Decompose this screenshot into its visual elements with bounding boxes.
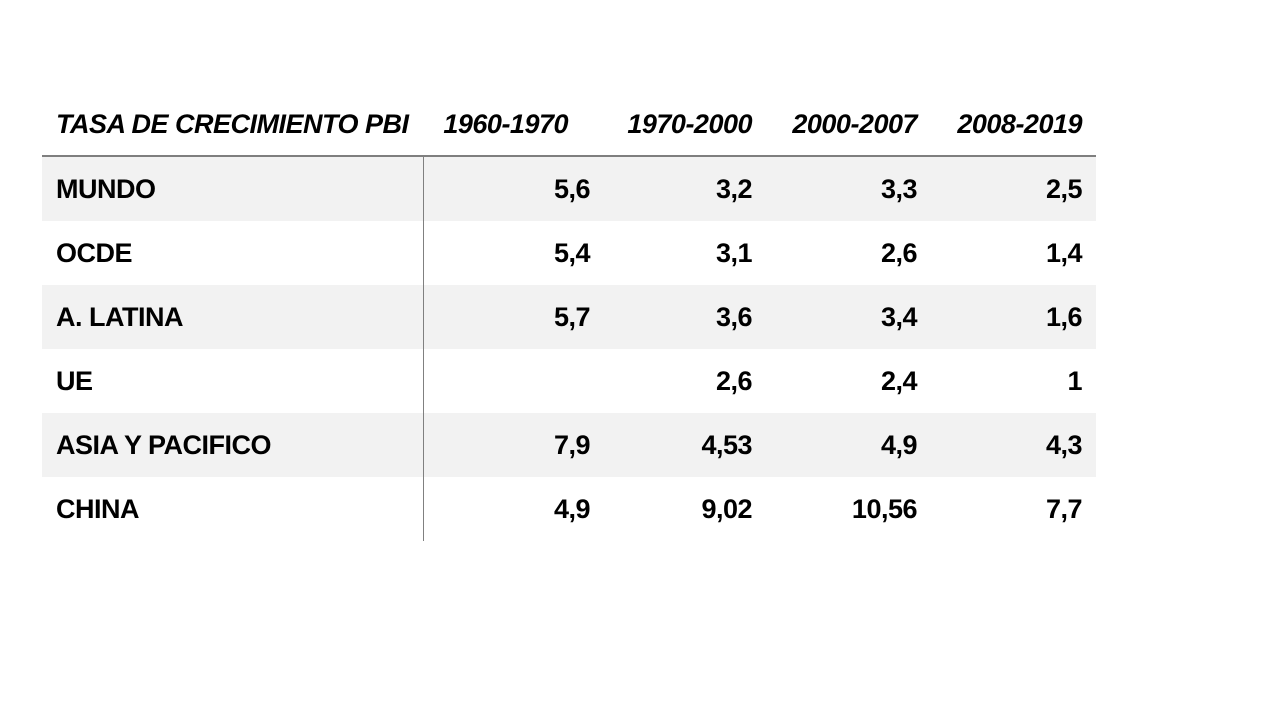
table-header: TASA DE CRECIMIENTO PBI 1960-1970 1970-2… [42, 93, 1096, 156]
table-row-ue: UE 2,6 2,4 1 [42, 349, 1096, 413]
row-label: CHINA [56, 493, 140, 524]
data-cell: 10,56 [851, 493, 918, 524]
table-row-a-latina: A. LATINA 5,7 3,6 3,4 1,6 [42, 285, 1096, 349]
data-cell: 4,53 [701, 429, 752, 460]
data-cell: 4,9 [880, 429, 918, 460]
row-label: MUNDO [56, 173, 156, 204]
column-header-1960-1970: 1960-1970 [443, 108, 568, 139]
table-row-mundo: MUNDO 5,6 3,2 3,3 2,5 [42, 156, 1096, 221]
data-cell: 3,2 [715, 173, 753, 204]
data-cell: 7,7 [1045, 493, 1083, 524]
table-body: MUNDO 5,6 3,2 3,3 2,5 OCDE 5,4 3,1 2,6 1… [42, 156, 1096, 541]
table-row-china: CHINA 4,9 9,02 10,56 7,7 [42, 477, 1096, 541]
column-header-2000-2007: 2000-2007 [792, 108, 917, 139]
data-cell: 3,3 [880, 173, 918, 204]
data-cell: 4,9 [422, 477, 604, 541]
data-cell: 1,4 [1045, 237, 1083, 268]
row-label: A. LATINA [56, 301, 183, 332]
table-row-asia-y-pacifico: ASIA Y PACIFICO 7,9 4,53 4,9 4,3 [42, 413, 1096, 477]
data-cell: 9,02 [701, 493, 752, 524]
data-cell: 2,6 [715, 365, 753, 396]
row-label: OCDE [56, 237, 133, 268]
data-cell: 5,7 [422, 285, 604, 349]
header-row: TASA DE CRECIMIENTO PBI 1960-1970 1970-2… [42, 93, 1096, 156]
data-cell: 1,6 [1045, 301, 1083, 332]
table-title: TASA DE CRECIMIENTO PBI [56, 108, 409, 139]
data-cell-empty [422, 349, 604, 413]
data-cell: 5,4 [422, 221, 604, 285]
row-label: UE [56, 365, 93, 396]
data-cell: 7,9 [422, 413, 604, 477]
data-cell: 5,6 [422, 156, 604, 221]
gdp-growth-table: TASA DE CRECIMIENTO PBI 1960-1970 1970-2… [42, 93, 1096, 541]
data-cell: 3,4 [880, 301, 918, 332]
data-cell: 3,6 [715, 301, 753, 332]
data-cell: 2,6 [880, 237, 918, 268]
data-cell: 3,1 [715, 237, 753, 268]
data-cell: 1 [1067, 365, 1082, 396]
data-cell: 2,5 [1045, 173, 1083, 204]
column-header-1970-2000: 1970-2000 [627, 108, 752, 139]
data-cell: 4,3 [1045, 429, 1083, 460]
table-row-ocde: OCDE 5,4 3,1 2,6 1,4 [42, 221, 1096, 285]
data-cell: 2,4 [880, 365, 918, 396]
column-header-2008-2019: 2008-2019 [957, 108, 1082, 139]
row-label: ASIA Y PACIFICO [56, 429, 272, 460]
